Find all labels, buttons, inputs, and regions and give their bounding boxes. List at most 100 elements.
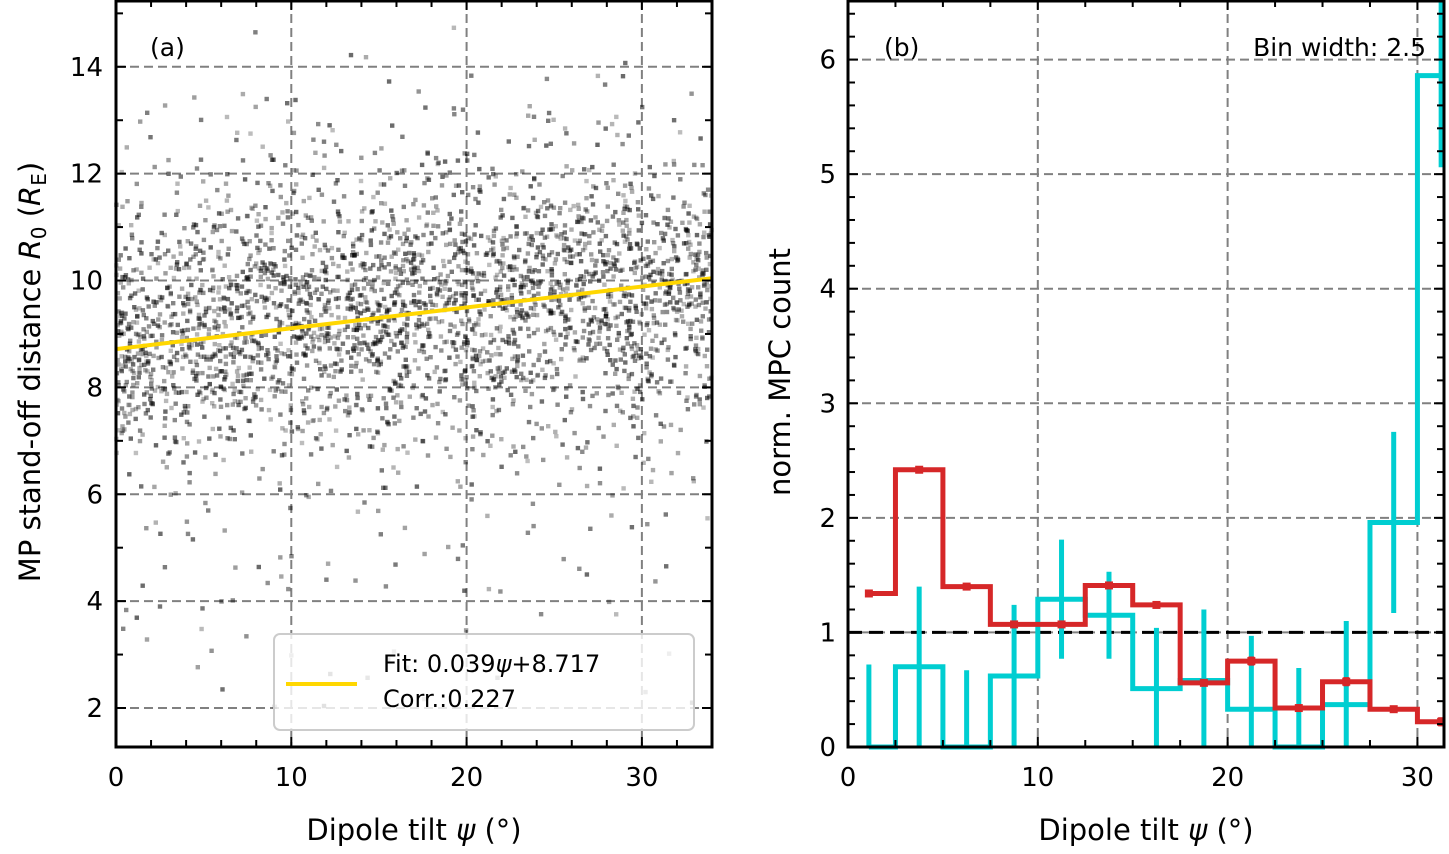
scatter-point — [658, 421, 663, 426]
scatter-point — [183, 406, 188, 411]
scatter-point — [206, 205, 211, 210]
scatter-point — [361, 333, 366, 338]
scatter-point — [485, 439, 490, 444]
scatter-point — [159, 230, 164, 236]
scatter-point — [187, 470, 192, 476]
scatter-point — [217, 297, 223, 302]
scatter-point — [115, 357, 120, 363]
scatter-point — [562, 257, 567, 262]
scatter-point — [506, 337, 511, 342]
scatter-point — [422, 409, 428, 414]
scatter-point — [158, 531, 163, 536]
scatter-point — [581, 274, 587, 279]
scatter-point — [540, 367, 545, 372]
scatter-point — [116, 362, 121, 367]
scatter-point — [244, 241, 249, 247]
scatter-point — [485, 370, 490, 376]
scatter-point — [694, 317, 700, 322]
scatter-point — [283, 428, 288, 433]
scatter-point — [597, 466, 603, 471]
scatter-point — [124, 145, 129, 150]
scatter-point — [498, 215, 503, 220]
scatter-point — [439, 319, 445, 324]
scatter-point — [523, 318, 528, 323]
scatter-point — [576, 206, 581, 211]
scatter-point — [219, 599, 224, 604]
scatter-point — [287, 253, 292, 258]
scatter-point — [137, 428, 143, 433]
scatter-point — [336, 296, 341, 301]
scatter-point — [469, 269, 474, 274]
scatter-point — [514, 224, 519, 230]
scatter-point — [293, 282, 298, 287]
scatter-point — [237, 350, 242, 355]
scatter-point — [476, 200, 481, 205]
scatter-point — [210, 354, 215, 360]
scatter-point — [523, 214, 528, 219]
scatter-point — [365, 342, 370, 347]
scatter-point — [581, 281, 586, 287]
scatter-point — [163, 365, 169, 370]
scatter-point — [319, 268, 324, 274]
scatter-point — [496, 369, 501, 374]
scatter-point — [424, 321, 430, 326]
scatter-point — [185, 239, 190, 244]
scatter-point — [705, 287, 710, 293]
scatter-point — [558, 236, 563, 241]
scatter-point — [593, 270, 598, 275]
scatter-point — [331, 374, 336, 380]
scatter-point — [470, 356, 475, 362]
scatter-point — [210, 267, 215, 272]
scatter-point — [508, 185, 513, 191]
scatter-point — [465, 252, 471, 257]
scatter-point — [611, 255, 616, 260]
scatter-point — [210, 387, 215, 393]
scatter-point — [359, 232, 365, 238]
scatter-point — [451, 106, 457, 111]
scatter-point — [640, 397, 645, 402]
scatter-point — [631, 403, 636, 409]
scatter-point — [386, 355, 392, 360]
scatter-point — [116, 309, 121, 314]
scatter-point — [584, 196, 589, 201]
scatter-point — [607, 342, 612, 348]
scatter-point — [302, 316, 307, 322]
scatter-point — [170, 312, 176, 317]
scatter-point — [493, 275, 498, 280]
scatter-point — [564, 394, 569, 399]
scatter-point — [126, 402, 131, 408]
scatter-point — [309, 334, 314, 339]
scatter-point — [474, 388, 479, 394]
scatter-point — [342, 315, 348, 321]
scatter-point — [400, 280, 405, 285]
scatter-point — [700, 272, 705, 278]
scatter-point — [663, 279, 668, 284]
scatter-point — [510, 356, 515, 362]
scatter-point — [691, 479, 696, 484]
scatter-point — [395, 446, 400, 452]
scatter-point — [513, 314, 518, 319]
scatter-point — [569, 227, 574, 232]
scatter-point — [304, 331, 309, 336]
scatter-point — [274, 316, 279, 322]
scatter-point — [117, 266, 123, 271]
scatter-point — [512, 340, 517, 345]
scatter-point — [491, 233, 497, 239]
scatter-point — [575, 219, 580, 225]
scatter-point — [552, 386, 557, 391]
scatter-point — [392, 290, 398, 295]
scatter-point — [404, 257, 409, 262]
scatter-point — [186, 341, 192, 347]
scatter-point — [580, 396, 586, 402]
scatter-point — [412, 265, 418, 271]
scatter-point — [255, 360, 261, 365]
scatter-point — [391, 250, 397, 255]
scatter-point — [504, 366, 509, 371]
scatter-point — [294, 233, 300, 238]
scatter-point — [140, 276, 146, 281]
scatter-point — [195, 392, 200, 397]
scatter-point — [269, 238, 274, 243]
scatter-point — [230, 598, 235, 603]
scatter-point — [301, 198, 306, 204]
scatter-point — [169, 314, 174, 319]
